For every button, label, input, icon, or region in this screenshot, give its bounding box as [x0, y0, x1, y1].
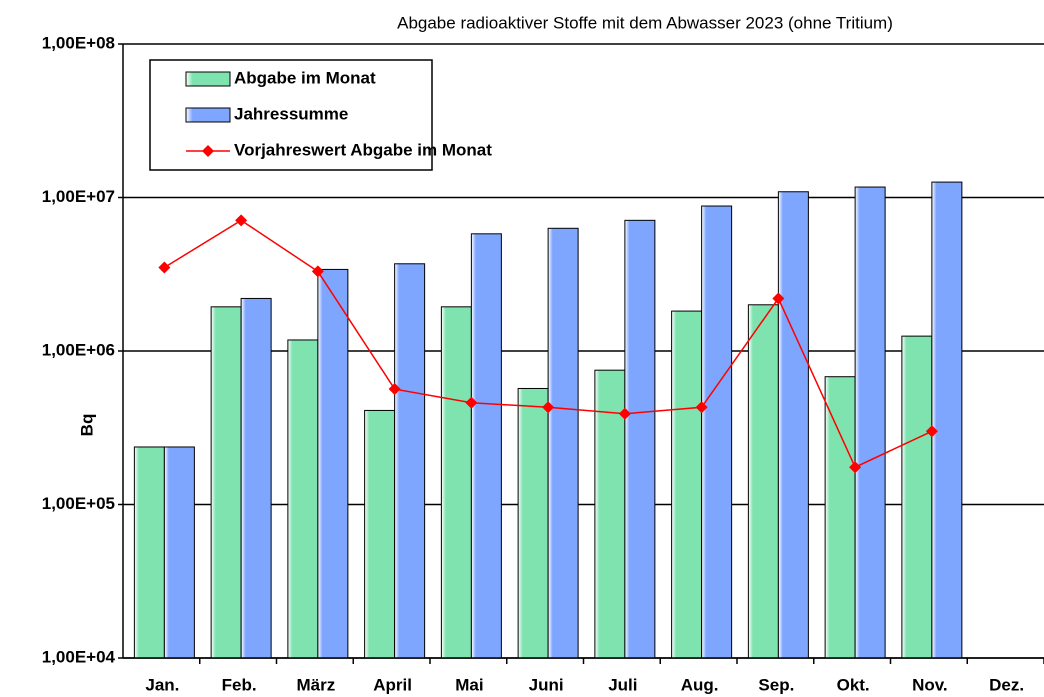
bar	[163, 446, 195, 659]
legend-label: Abgabe im Monat	[234, 68, 376, 87]
legend-label: Vorjahreswert Abgabe im Monat	[234, 140, 492, 159]
line-marker	[465, 396, 478, 409]
line-marker	[158, 261, 171, 274]
x-tick-label: April	[373, 675, 412, 694]
bar	[854, 186, 886, 659]
x-tick-label: Sep.	[758, 675, 794, 694]
bar	[240, 297, 272, 659]
bar	[931, 181, 963, 659]
bar	[364, 409, 396, 659]
x-tick-label: Feb.	[222, 675, 257, 694]
x-tick-label: Juni	[529, 675, 564, 694]
line-marker	[772, 292, 785, 305]
y-tick-label: 1,00E+07	[42, 187, 115, 206]
bar	[701, 205, 733, 659]
line-marker	[388, 383, 401, 396]
x-tick-label: Juli	[608, 675, 637, 694]
bar	[517, 387, 549, 659]
line-marker	[542, 401, 555, 414]
x-tick-label: März	[297, 675, 336, 694]
bar	[317, 268, 349, 659]
line-marker	[618, 407, 631, 420]
line-marker	[235, 214, 248, 227]
bar	[470, 233, 502, 659]
line-marker	[311, 265, 324, 278]
bar	[394, 263, 426, 659]
bar	[824, 376, 856, 659]
x-tick-label: Nov.	[912, 675, 948, 694]
y-axis-label: Bq	[77, 414, 96, 437]
bar	[440, 306, 472, 659]
line-marker	[925, 425, 938, 438]
bar	[287, 339, 319, 659]
y-tick-label: 1,00E+05	[42, 494, 115, 513]
legend-swatch	[185, 107, 231, 123]
bar	[547, 227, 579, 659]
bar	[777, 191, 809, 659]
bar	[671, 310, 703, 659]
legend-label: Jahressumme	[234, 104, 348, 123]
bar	[901, 335, 933, 659]
y-tick-label: 1,00E+04	[42, 647, 116, 666]
line-marker	[695, 401, 708, 414]
x-tick-label: Okt.	[837, 675, 870, 694]
bar	[624, 219, 656, 659]
legend-swatch	[185, 71, 231, 87]
bar	[133, 446, 165, 659]
y-tick-label: 1,00E+08	[42, 33, 115, 52]
y-tick-label: 1,00E+06	[42, 340, 115, 359]
bar	[747, 304, 779, 659]
legend-swatch	[202, 145, 214, 157]
bar	[210, 306, 242, 659]
x-tick-label: Mai	[455, 675, 483, 694]
x-tick-label: Dez.	[989, 675, 1024, 694]
x-tick-label: Aug.	[681, 675, 719, 694]
chart-title: Abgabe radioaktiver Stoffe mit dem Abwas…	[397, 13, 893, 32]
x-tick-label: Jan.	[145, 675, 179, 694]
line-marker	[849, 461, 862, 474]
